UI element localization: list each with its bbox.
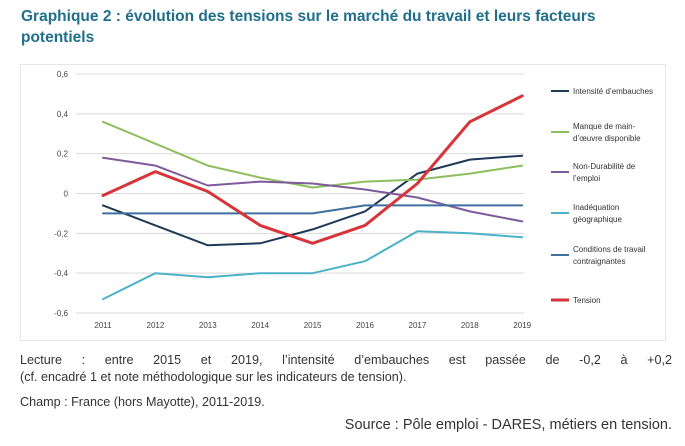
x-tick-label: 2019: [513, 321, 531, 330]
reading-note: Lecture : entre 2015 et 2019, l’intensit…: [20, 353, 672, 367]
x-tick-label: 2017: [409, 321, 427, 330]
x-tick-label: 2014: [251, 321, 269, 330]
chart-area: -0,6 -0,4 -0,2 0 0,2 0,4 0,6 2011 2012 2013 2014 20…: [20, 64, 666, 341]
x-tick-label: 2018: [461, 321, 479, 330]
x-tick-label: 2012: [147, 321, 165, 330]
y-tick-label: -0,6: [54, 309, 68, 318]
series-line: [102, 154, 524, 247]
series-line: [102, 120, 524, 189]
line-chart: -0,6 -0,4 -0,2 0 0,2 0,4 0,6 2011 2012 2013 2014 20…: [54, 70, 653, 330]
y-tick-label: 0,2: [57, 150, 69, 159]
y-tick-label: 0,6: [57, 70, 69, 79]
method-note: (cf. encadré 1 et note méthodologique su…: [20, 370, 407, 384]
series-line: [102, 230, 524, 301]
chart-title: Graphique 2 : évolution des tensions sur…: [21, 8, 596, 46]
legend-label: Non-Durabilité de l’emploi: [573, 162, 636, 183]
legend-label: Manque de main-d’œuvre disponible: [573, 122, 641, 143]
x-tick-label: 2011: [94, 321, 112, 330]
y-tick-label: 0: [64, 190, 69, 199]
series-line: [102, 204, 524, 215]
x-tick-label: 2015: [304, 321, 322, 330]
legend-label: Tension: [573, 296, 601, 305]
x-tick-label: 2016: [356, 321, 374, 330]
legend-label: Intensité d’embauches: [573, 87, 653, 96]
legend-label: Conditions de travail contraignantes: [573, 245, 646, 266]
series-line: [102, 156, 524, 223]
y-tick-label: 0,4: [57, 110, 69, 119]
scope-note: Champ : France (hors Mayotte), 2011-2019…: [20, 395, 265, 409]
series-line: [101, 94, 524, 245]
y-tick-label: -0,2: [54, 229, 68, 238]
x-tick-label: 2013: [199, 321, 217, 330]
legend-label: Inadéquation géographique: [573, 203, 622, 224]
y-tick-label: -0,4: [54, 269, 68, 278]
source-note: Source : Pôle emploi - DARES, métiers en…: [344, 417, 672, 433]
